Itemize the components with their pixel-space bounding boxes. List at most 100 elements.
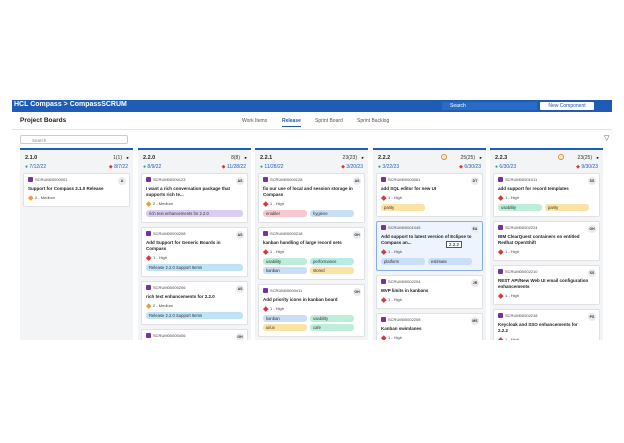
card-id: SCRUM00000208 [146,231,243,237]
card[interactable]: SCRUM00001011 SS add support for record te… [493,173,600,217]
card[interactable]: SCRUM00000128 AS fix our use of local and … [258,173,365,223]
new-component-button[interactable]: New Component [540,102,594,110]
start-date: ● 7/12/22 [25,164,46,170]
column-header: 2.2.1 23(23) ▸ ● 11/28/22 ◆ 3/20/23 [258,150,365,173]
card[interactable]: SCRUM00000208 AS Add Support for Generic B… [141,227,248,277]
column: 2.1.0 1(1) ▸ ● 7/12/22 ◆ 8/7/22 SCRUM00000001… [20,148,133,340]
card[interactable]: SCRUM00000411 GH Add priority icons in kan… [258,284,365,337]
end-date-text: 6/30/23 [464,164,481,170]
start-icon: ● [495,164,500,170]
start-icon: ● [25,164,30,170]
start-date-text: 11/28/22 [264,164,284,170]
warning-icon: ! [441,154,447,160]
priority: 1 - High [263,249,360,255]
tag-list: Release 2.2.0 Support Items [146,312,243,319]
start-date: ● 6/30/23 [495,164,516,170]
priority: 1 - High [381,249,478,255]
column-header: 2.1.0 1(1) ▸ ● 7/12/22 ◆ 8/7/22 [23,150,130,173]
end-icon: ◆ [576,164,582,170]
tab[interactable]: Sprint Backlog [357,118,390,124]
avatar: DT [471,177,479,185]
collapse-arrow[interactable]: ▸ [126,155,129,160]
card[interactable]: SCRUM00000123 AS I want a rich conversatio… [141,173,248,223]
card[interactable]: SCRUM00001045 EA Add support to latest ver… [376,221,483,271]
collapse-arrow[interactable]: ▸ [479,155,482,160]
tab[interactable]: Sprint Board [315,118,343,124]
collapse-arrow[interactable]: ▸ [361,155,364,160]
column-title: 2.2.1 [260,155,273,161]
card-title: kanban handling of large record sets [263,240,342,245]
column-header: 2.2.0 8(8) ▸ ● 8/9/22 ◆ 11/28/22 [141,150,248,173]
card-id: SCRUM00000001 [28,177,125,183]
collapse-arrow[interactable]: ▸ [596,155,599,160]
priority: 1 - High [263,306,360,312]
column-title: 2.1.0 [25,155,38,161]
card[interactable]: SCRUM00000206 AS rich text enhancements fo… [141,281,248,325]
column: 2.2.1 23(23) ▸ ● 11/28/22 ◆ 3/20/23 SCRUM0000… [255,148,368,340]
global-search[interactable]: Search [442,102,537,110]
tag-list: parity [381,204,478,211]
column-header: 2.2.2 25(25)! ▸ ● 3/22/23 ◆ 6/30/23 [376,150,483,173]
tag: estimate [428,258,472,265]
card[interactable]: SCRUM00002218 PS Keycloak and SSO enhancem… [493,309,600,340]
tag: ui/ux [263,324,307,331]
card-title: Add Support for Generic Boards in Compas… [146,240,221,251]
end-date: ◆ 11/28/22 [222,164,246,170]
card-id: SCRUM00000411 [263,288,360,294]
card-id: SCRUM00002218 [498,313,595,319]
tab[interactable]: Work Items [242,118,268,124]
avatar: PS [588,313,596,321]
card[interactable]: SCRUM00000406GHAdd Support for Requireme… [141,329,248,340]
avatar: AS [236,231,244,239]
end-date: ◆ 3/20/23 [341,164,363,170]
priority: 1 - High [498,249,595,255]
card[interactable]: SCRUM00000218 GH kanban handling of large … [258,227,365,280]
tag: parity [381,204,425,211]
card-id: SCRUM00000206 [146,285,243,291]
avatar: AS [236,177,244,185]
tag: enabler [263,210,307,217]
column-count: 25(25) [460,155,475,161]
card-title: add support for record templates [498,186,569,191]
column-header: 2.2.3 23(25)! ▸ ● 6/30/23 ◆ 9/30/23 [493,150,600,173]
tab[interactable]: Release [282,118,301,127]
card[interactable]: SCRUM00002208 MS Kanban swimlanes 1 - High [376,313,483,340]
priority: 1 - High [381,335,478,340]
card-title: I want a rich conversation package that … [146,186,231,197]
start-icon: ● [378,164,383,170]
card[interactable]: SCRUM00002224 GH IBM ClearQuest containers… [493,221,600,261]
column-title: 2.2.0 [143,155,156,161]
tag: rich text enhancements for 2.2.0 [146,210,243,217]
start-date-text: 8/9/22 [147,164,162,170]
app-title: HCL Compass > CompassSCRUM [14,101,127,108]
end-date-text: 3/20/23 [346,164,363,170]
priority: 1 - High [381,297,478,303]
board-search[interactable]: Search [20,135,128,144]
tag: cafe [310,324,354,331]
tag: hygiene [310,210,354,217]
avatar: A [118,177,126,185]
card-id: SCRUM00002208 [381,317,478,323]
start-icon: ● [260,164,265,170]
card[interactable]: SCRUM00002204 JR MVP limits in kanbans 1 - … [376,275,483,309]
filter-icon[interactable]: ▽ [604,135,610,142]
tag: usability [498,204,542,211]
card[interactable]: SCRUM00002210 SS REST API/New Web UI email… [493,265,600,305]
card-id: SCRUM00002224 [498,225,595,231]
tag-list: rich text enhancements for 2.2.0 [146,210,243,217]
tag: platform [381,258,425,265]
avatar: SS [588,177,596,185]
tag: usability [263,258,307,265]
card-id: SCRUM00002204 [381,279,478,285]
end-date-text: 8/7/22 [114,164,128,170]
card[interactable]: SCRUM00000001 A Support for Compass 2.1.0 … [23,173,130,207]
card[interactable]: SCRUM00000061 DT add SQL editor for new UI… [376,173,483,217]
start-icon: ● [143,164,148,170]
end-date: ◆ 8/7/22 [109,164,128,170]
collapse-arrow[interactable]: ▸ [244,155,247,160]
priority: 1 - High [498,337,595,340]
card-title: add SQL editor for new UI [381,186,437,191]
end-date: ◆ 6/30/23 [459,164,481,170]
card-title: Keycloak and SSO enhancements for 2.2.2 [498,322,578,333]
